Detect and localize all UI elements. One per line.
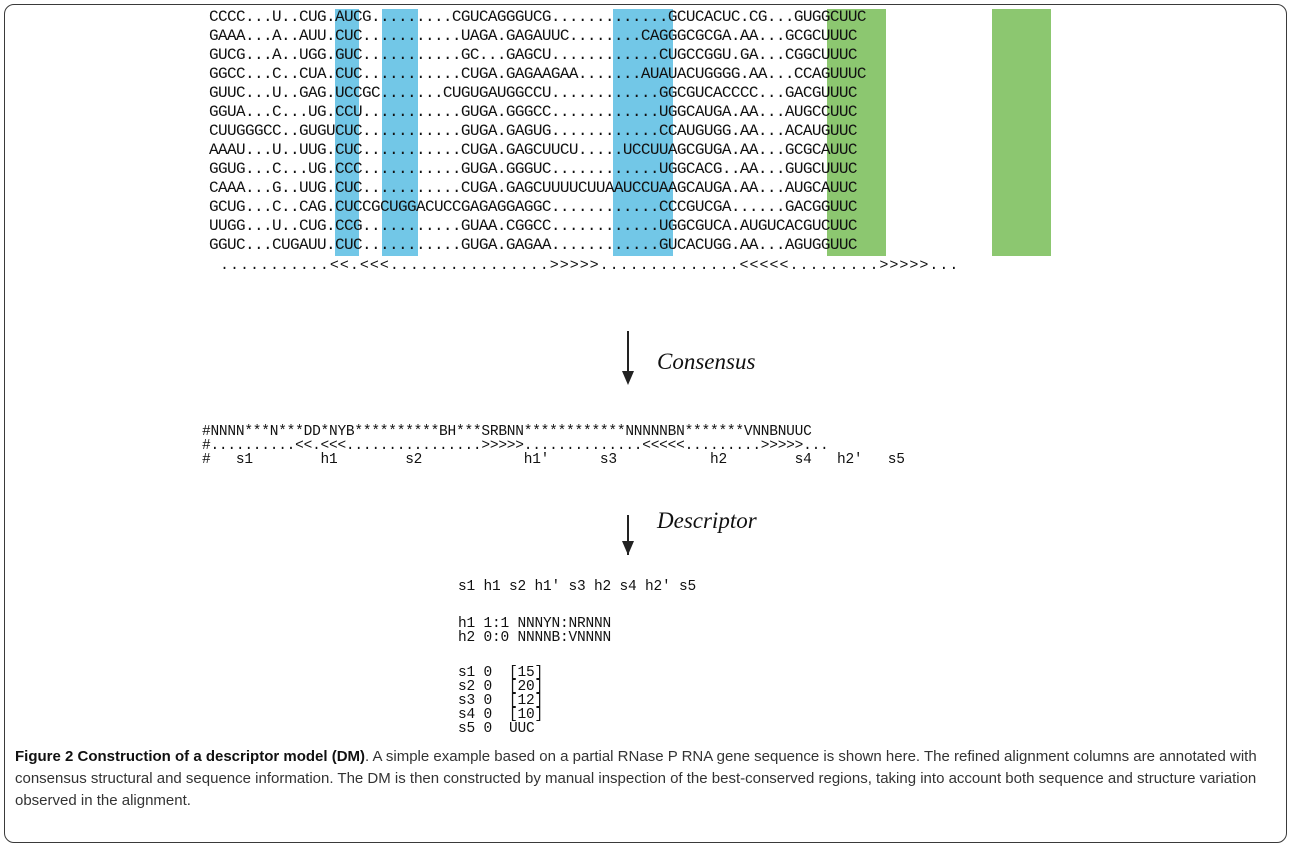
descriptor-helix: h2 0:0 NNNNB:VNNNN bbox=[458, 630, 612, 646]
descriptor-helix: h1 1:1 NNNYN:NRNNN bbox=[458, 616, 612, 632]
consensus-arrow-shaft bbox=[627, 331, 629, 371]
helix1-5prime-highlight-b bbox=[382, 9, 418, 256]
consensus-sequence: #NNNN***N***DD*NYB**********BH***SRBNN**… bbox=[202, 424, 812, 440]
descriptor-segment: s2 0 [20] bbox=[458, 679, 544, 695]
helix2-3prime-highlight bbox=[992, 9, 1051, 256]
alignment-structure-line: ...........<<.<<<................>>>>>..… bbox=[220, 257, 960, 274]
alignment-row: GUUC...U..GAG.UCCGC.......CUGUGAUGGCCU..… bbox=[209, 84, 857, 102]
alignment-row: CCCC...U..CUG.AUCG.........CGUCAGGGUCG..… bbox=[209, 8, 866, 26]
alignment-row: GGUG...C...UG.CCC...........GUGA.GGGUC..… bbox=[209, 160, 857, 178]
alignment-row: GGUA...C...UG.CCU...........GUGA.GGGCC..… bbox=[209, 103, 857, 121]
alignment-row: AAAU...U..UUG.CUC...........CUGA.GAGCUUC… bbox=[209, 141, 857, 159]
alignment-row: GGCC...C..CUA.CUC...........CUGA.GAGAAGA… bbox=[209, 65, 866, 83]
alignment-row: UUGG...U..CUG.CCG...........GUAA.CGGCC..… bbox=[209, 217, 857, 235]
helix1-5prime-highlight-a bbox=[335, 9, 359, 256]
consensus-label: Consensus bbox=[657, 349, 756, 374]
sequence-alignment: CCCC...U..CUG.AUCG.........CGUCAGGGUCG..… bbox=[209, 8, 1079, 308]
alignment-row: GAAA...A..AUU.CUC...........UAGA.GAGAUUC… bbox=[209, 27, 857, 45]
consensus-structure: #..........<<.<<<................>>>>>..… bbox=[202, 438, 829, 454]
consensus-arrow-head bbox=[622, 371, 634, 385]
descriptor-label: Descriptor bbox=[657, 508, 757, 533]
caption-title: Figure 2 Construction of a descriptor mo… bbox=[15, 748, 366, 765]
caption-body: . A simple example based on a partial RN… bbox=[15, 748, 1257, 809]
helix2-5prime-highlight bbox=[827, 9, 886, 256]
descriptor-segment: s1 0 [15] bbox=[458, 665, 544, 681]
alignment-row: CUUGGGCC..GUGUCUC...........GUGA.GAGUG..… bbox=[209, 122, 857, 140]
descriptor-segment: s4 0 [10] bbox=[458, 707, 544, 723]
alignment-row: GCUG...C..CAG.CUCCGCUGGACUCCGAGAGGAGGC..… bbox=[209, 198, 857, 216]
alignment-row: GUCG...A..UGG.GUC...........GC...GAGCU..… bbox=[209, 46, 857, 64]
alignment-row: GGUC...CUGAUU.CUC...........GUGA.GAGAA..… bbox=[209, 236, 857, 254]
descriptor-arrow-head bbox=[622, 541, 634, 555]
descriptor-topology: s1 h1 s2 h1′ s3 h2 s4 h2′ s5 bbox=[458, 579, 697, 595]
alignment-row: CAAA...G..UUG.CUC...........CUGA.GAGCUUU… bbox=[209, 179, 857, 197]
helix1-3prime-highlight bbox=[613, 9, 673, 256]
consensus-segment-labels: # s1 h1 s2 h1′ s3 h2 s4 h2′ s5 bbox=[202, 452, 905, 468]
descriptor-arrow-shaft bbox=[627, 515, 629, 555]
figure-caption: Figure 2 Construction of a descriptor mo… bbox=[15, 746, 1277, 812]
descriptor-segment: s3 0 [12] bbox=[458, 693, 544, 709]
descriptor-segment: s5 0 UUC bbox=[458, 721, 535, 737]
